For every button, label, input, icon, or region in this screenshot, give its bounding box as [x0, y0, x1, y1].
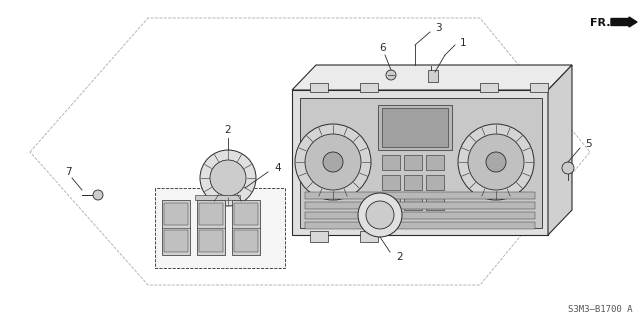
Circle shape: [295, 124, 371, 200]
Text: 2: 2: [397, 252, 403, 262]
Text: FR.: FR.: [590, 18, 611, 28]
Text: 7: 7: [65, 167, 71, 177]
Polygon shape: [404, 175, 422, 190]
Circle shape: [323, 152, 343, 172]
Polygon shape: [234, 230, 258, 252]
Circle shape: [210, 160, 246, 196]
Polygon shape: [404, 195, 422, 210]
Circle shape: [366, 201, 394, 229]
Polygon shape: [428, 70, 438, 82]
Polygon shape: [305, 202, 535, 209]
Text: 2: 2: [225, 125, 231, 135]
Polygon shape: [360, 83, 378, 92]
Circle shape: [358, 193, 402, 237]
Polygon shape: [164, 203, 188, 225]
Polygon shape: [305, 222, 535, 229]
Polygon shape: [305, 212, 535, 219]
Text: 5: 5: [585, 139, 591, 149]
Polygon shape: [195, 195, 240, 200]
Polygon shape: [382, 108, 448, 147]
Circle shape: [93, 190, 103, 200]
Polygon shape: [530, 83, 548, 92]
Polygon shape: [164, 230, 188, 252]
Polygon shape: [232, 200, 260, 255]
Polygon shape: [382, 175, 400, 190]
Polygon shape: [234, 203, 258, 225]
Polygon shape: [378, 105, 452, 150]
Text: 6: 6: [380, 43, 387, 53]
Circle shape: [305, 134, 361, 190]
Polygon shape: [292, 90, 548, 235]
Polygon shape: [199, 230, 223, 252]
Polygon shape: [404, 155, 422, 170]
Polygon shape: [155, 188, 285, 268]
Circle shape: [386, 70, 396, 80]
Polygon shape: [305, 192, 535, 199]
Text: 4: 4: [275, 163, 282, 173]
Polygon shape: [426, 175, 444, 190]
Polygon shape: [426, 155, 444, 170]
Polygon shape: [199, 203, 223, 225]
Polygon shape: [310, 83, 328, 92]
Polygon shape: [382, 155, 400, 170]
Text: S3M3–B1700 A: S3M3–B1700 A: [568, 305, 632, 314]
Circle shape: [200, 150, 256, 206]
Polygon shape: [480, 83, 498, 92]
Circle shape: [486, 152, 506, 172]
Polygon shape: [197, 200, 225, 255]
Text: 1: 1: [460, 38, 467, 48]
Circle shape: [458, 124, 534, 200]
Polygon shape: [548, 65, 572, 235]
Polygon shape: [292, 65, 572, 90]
Polygon shape: [30, 18, 590, 285]
Polygon shape: [300, 98, 542, 228]
Circle shape: [468, 134, 524, 190]
Polygon shape: [382, 195, 400, 210]
Text: 3: 3: [435, 23, 442, 33]
FancyArrow shape: [611, 17, 637, 27]
Circle shape: [562, 162, 574, 174]
Polygon shape: [360, 231, 378, 242]
Polygon shape: [162, 200, 190, 255]
Polygon shape: [426, 195, 444, 210]
Polygon shape: [310, 231, 328, 242]
